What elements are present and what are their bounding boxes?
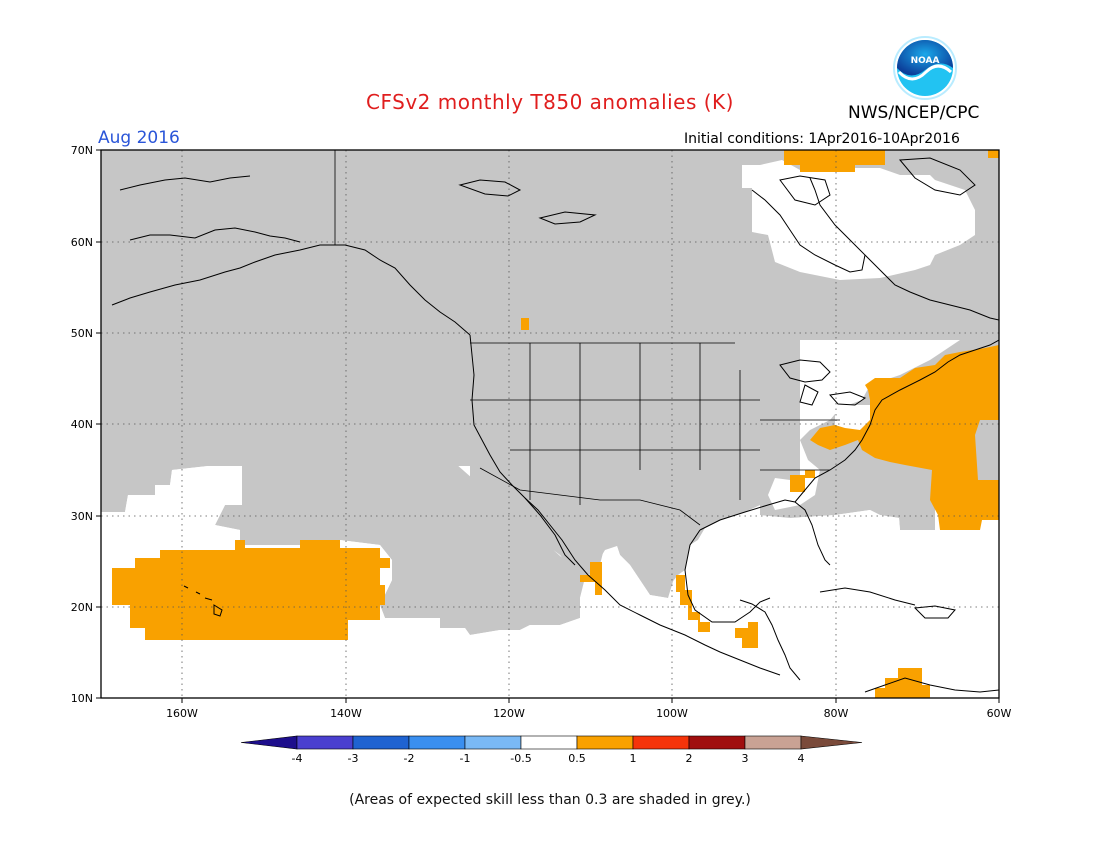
- lat-label-50n: 50N: [71, 327, 93, 340]
- colorbar-tick-label: 4: [798, 752, 805, 765]
- lon-label-140w: 140W: [330, 707, 362, 720]
- latitude-labels: 10N 20N 30N 40N 50N 60N 70N: [71, 144, 93, 705]
- colorbar-tick-label: -0.5: [510, 752, 531, 765]
- lon-label-160w: 160W: [166, 707, 198, 720]
- colorbar-segment: [576, 735, 634, 750]
- lat-label-60n: 60N: [71, 236, 93, 249]
- initial-conditions-label: Initial conditions: 1Apr2016-10Apr2016: [684, 131, 960, 147]
- logo-text: NOAA: [911, 56, 940, 66]
- colorbar-segment: [408, 735, 466, 750]
- colorbar-segment: [464, 735, 522, 750]
- lon-label-60w: 60W: [987, 707, 1012, 720]
- anomaly-region-atlantic: [810, 345, 999, 530]
- colorbar-tick-label: 2: [686, 752, 693, 765]
- colorbar-tick-label: -4: [292, 752, 303, 765]
- colorbar-segment: [520, 735, 578, 750]
- graticule: [101, 150, 999, 698]
- colorbar-left-arrow: [240, 735, 298, 750]
- colorbar-right-arrow: [800, 735, 863, 750]
- colorbar-tick-label: -3: [348, 752, 359, 765]
- colorbar-tick-label: 1: [630, 752, 637, 765]
- colorbar-segment: [296, 735, 354, 750]
- longitude-labels: 160W 140W 120W 100W 80W 60W: [166, 707, 1011, 720]
- lat-label-10n: 10N: [71, 692, 93, 705]
- colorbar-segment: [688, 735, 746, 750]
- lat-label-30n: 30N: [71, 510, 93, 523]
- chart-title: CFSv2 monthly T850 anomalies (K): [366, 90, 734, 114]
- colorbar-tick-label: -1: [460, 752, 471, 765]
- lat-label-40n: 40N: [71, 418, 93, 431]
- colorbar-segment: [352, 735, 410, 750]
- positive-anomaly-regions: [112, 150, 999, 698]
- lat-label-20n: 20N: [71, 601, 93, 614]
- colorbar-segment: [744, 735, 802, 750]
- colorbar-segment: [632, 735, 690, 750]
- anomaly-region-hawaii: [112, 540, 390, 640]
- skill-note: (Areas of expected skill less than 0.3 a…: [349, 792, 751, 808]
- anomaly-region-baffin: [784, 150, 885, 172]
- valid-month-label: Aug 2016: [98, 128, 180, 148]
- colorbar-tick-label: 0.5: [568, 752, 586, 765]
- map-field: [101, 150, 999, 698]
- colorbar: -4 -3 -2 -1 -0.5 0.5 1 2 3 4: [240, 735, 863, 765]
- colorbar-tick-label: -2: [404, 752, 415, 765]
- political-boundaries: [334, 150, 840, 526]
- lon-label-120w: 120W: [493, 707, 525, 720]
- anomaly-region-caribbean: [875, 668, 930, 698]
- colorbar-tick-label: 3: [742, 752, 749, 765]
- noaa-logo: NOAA: [893, 36, 957, 100]
- lon-label-80w: 80W: [824, 707, 849, 720]
- lon-label-100w: 100W: [656, 707, 688, 720]
- coastlines: [111, 157, 999, 693]
- agency-label: NWS/NCEP/CPC: [848, 103, 980, 123]
- lat-label-70n: 70N: [71, 144, 93, 157]
